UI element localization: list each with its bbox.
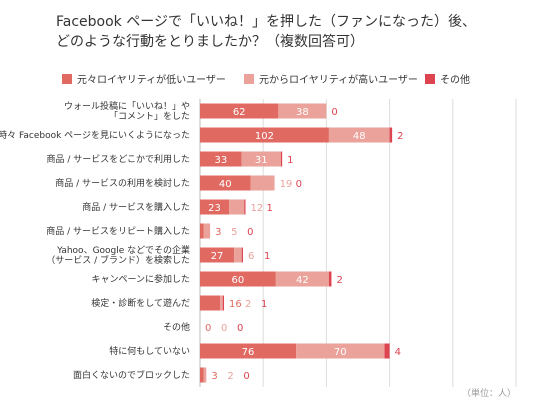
data-label: 76 — [242, 347, 255, 358]
data-label: 42 — [296, 275, 309, 286]
bar-segment — [200, 127, 329, 143]
bar-segment — [244, 199, 246, 215]
data-label: 4 — [395, 347, 401, 358]
data-label: 2 — [397, 131, 403, 142]
bar-segment — [229, 199, 245, 215]
bar-segment — [200, 295, 221, 311]
data-label: 3 — [211, 371, 217, 382]
bar-segment — [234, 247, 242, 263]
data-label: 0 — [296, 179, 302, 190]
legend-swatch-other — [425, 74, 435, 84]
bar-segment — [241, 151, 281, 167]
bar-segment — [328, 127, 390, 143]
bar-segment — [275, 271, 329, 287]
bar-segment — [222, 295, 225, 311]
data-label: 31 — [255, 155, 268, 166]
data-label: 19 — [280, 179, 293, 190]
bar-segment — [384, 343, 390, 359]
data-label: 70 — [334, 347, 347, 358]
legend-swatch-low-loyalty — [62, 74, 72, 84]
bar-segment — [200, 103, 279, 119]
legend-item-low-loyalty: 元々ロイヤリティが低いユーザー — [62, 71, 226, 86]
category-label: ウォール投稿に「いいね！」や — [64, 100, 190, 112]
data-label: 12 — [251, 203, 264, 214]
bar-segment — [389, 127, 393, 143]
bar-segment — [200, 175, 251, 191]
bar-segment — [220, 295, 223, 311]
bar-segment — [200, 223, 204, 239]
category-label: 検定・診断をして遊んだ — [91, 297, 190, 309]
bar-segment — [203, 367, 207, 383]
data-label: 16 — [229, 299, 242, 310]
legend-label-low-loyalty: 元々ロイヤリティが低いユーザー — [77, 75, 226, 86]
data-label: 0 — [221, 323, 227, 334]
bar-segment — [200, 367, 204, 383]
data-label: 2 — [227, 371, 233, 382]
data-label: 1 — [264, 251, 270, 262]
data-label: 48 — [353, 131, 366, 142]
data-label: 5 — [231, 227, 237, 238]
category-label: 商品 / サービスをどこかで利用した — [47, 153, 191, 165]
unit-label: （単位：人） — [461, 389, 516, 399]
chart-title: Facebook ページで「いいね！」を押した（ファンになった）後、 どのような… — [56, 12, 526, 52]
data-label: 0 — [331, 107, 337, 118]
legend-swatch-high-loyalty — [244, 74, 254, 84]
bar-segment — [328, 271, 332, 287]
data-label: 0 — [237, 323, 243, 334]
category-label: 「コメント」をした — [109, 111, 190, 122]
bar-segment — [250, 175, 275, 191]
bar-segment — [280, 151, 283, 167]
data-label: 0 — [247, 227, 253, 238]
data-label: 27 — [211, 251, 224, 262]
data-label: 0 — [205, 323, 211, 334]
category-label: 商品 / サービスの利用を検討した — [55, 177, 190, 189]
legend-label-high-loyalty: 元からロイヤリティが高いユーザー — [259, 75, 418, 86]
category-label: Yahoo、Google などでその企業 — [56, 244, 190, 256]
category-label: その他 — [163, 321, 190, 333]
data-label: 3 — [215, 227, 221, 238]
data-label: 6 — [248, 251, 254, 262]
category-label: 商品 / サービスを購入した — [82, 201, 190, 213]
legend-item-high-loyalty: 元からロイヤリティが高いユーザー — [244, 71, 418, 86]
bar-segment — [278, 103, 327, 119]
data-label: 102 — [255, 131, 274, 142]
category-label: キャンペーンに参加した — [91, 273, 190, 285]
data-label: 23 — [208, 203, 221, 214]
bar-segment — [203, 223, 211, 239]
bar-segment — [200, 343, 297, 359]
bar-segment — [200, 247, 235, 263]
category-label: 時々 Facebook ページを見にいくようになった — [0, 130, 190, 141]
data-label: 1 — [267, 203, 273, 214]
data-label: 38 — [296, 107, 309, 118]
category-label: （サービス / ブランド）を検索した — [46, 254, 190, 266]
category-label: 商品 / サービスをリピート購入した — [46, 225, 190, 237]
category-label: 面白くないのでブロックした — [73, 369, 190, 381]
data-label: 2 — [336, 275, 342, 286]
bar-segment — [200, 151, 242, 167]
data-label: 60 — [232, 275, 245, 286]
bar-segment — [200, 271, 276, 287]
data-label: 1 — [261, 299, 267, 310]
legend-label-other: その他 — [440, 75, 470, 86]
data-label: 40 — [219, 179, 232, 190]
data-label: 0 — [243, 371, 249, 382]
bar-segment — [200, 199, 230, 215]
data-label: 2 — [245, 299, 251, 310]
bar-segment — [296, 343, 385, 359]
bar-segment — [241, 247, 243, 263]
chart-title-line-1: Facebook ページで「いいね！」を押した（ファンになった）後、 — [56, 14, 476, 30]
data-label: 62 — [233, 107, 246, 118]
chart-title-line-2: どのような行動をとりましたか？（複数回答可） — [56, 34, 364, 50]
category-label: 特に何もしていない — [109, 345, 190, 357]
data-label: 1 — [287, 155, 293, 166]
data-label: 33 — [214, 155, 227, 166]
legend-item-other: その他 — [425, 71, 470, 86]
